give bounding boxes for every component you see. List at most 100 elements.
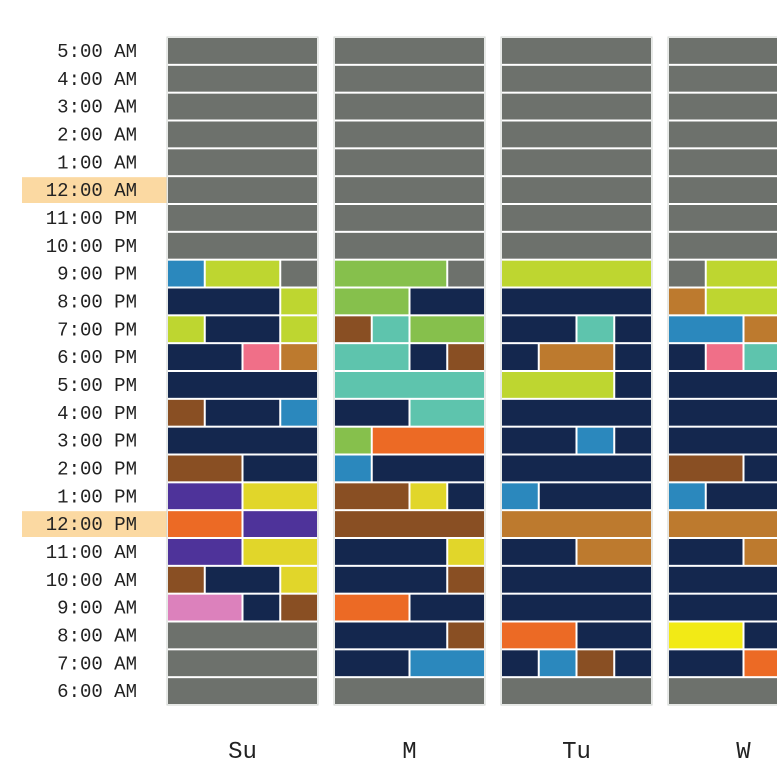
y-tick-label: 5:00 AM bbox=[57, 41, 137, 63]
schedule-cell-empty bbox=[335, 678, 484, 704]
schedule-cell-lime bbox=[502, 372, 614, 398]
y-tick-label: 10:00 AM bbox=[46, 570, 137, 592]
schedule-cell-brown bbox=[168, 566, 204, 593]
schedule-cell-brown bbox=[448, 344, 484, 370]
schedule-cell-empty bbox=[502, 205, 651, 231]
schedule-cell-lime bbox=[168, 316, 204, 343]
schedule-cell-blue bbox=[335, 455, 371, 482]
schedule-cell-yellow bbox=[243, 483, 317, 510]
schedule-cell-empty bbox=[502, 177, 651, 203]
schedule-cell-navy bbox=[205, 566, 280, 593]
schedule-cell-orange bbox=[168, 511, 242, 537]
y-tick-label: 5:00 PM bbox=[57, 375, 137, 397]
schedule-cell-empty bbox=[168, 232, 317, 259]
schedule-cell-navy bbox=[335, 622, 447, 649]
schedule-cell-bright_yellow bbox=[669, 622, 743, 649]
schedule-cell-navy bbox=[539, 483, 651, 510]
schedule-cell-empty bbox=[335, 205, 484, 231]
y-tick-label: 2:00 AM bbox=[57, 124, 137, 146]
y-tick-label: 3:00 AM bbox=[57, 97, 137, 119]
schedule-cell-brown bbox=[335, 483, 409, 510]
schedule-cell-empty bbox=[669, 177, 777, 203]
schedule-cell-empty bbox=[168, 93, 317, 120]
schedule-cell-navy bbox=[335, 539, 447, 565]
highlight-layer bbox=[22, 177, 168, 537]
schedule-cell-pink bbox=[706, 344, 743, 370]
schedule-cell-brown bbox=[335, 316, 371, 343]
schedule-cell-yellow bbox=[243, 539, 317, 565]
schedule-cell-empty bbox=[669, 232, 777, 259]
schedule-cell-navy bbox=[502, 566, 651, 593]
y-tick-label: 12:00 PM bbox=[46, 514, 137, 536]
day-label: Su bbox=[228, 739, 257, 766]
schedule-cell-navy bbox=[615, 344, 651, 370]
schedule-cell-orange bbox=[372, 427, 484, 454]
y-tick-label: 9:00 PM bbox=[57, 264, 137, 286]
schedule-cell-ochre bbox=[669, 288, 705, 315]
schedule-cell-blue bbox=[281, 399, 317, 426]
schedule-cell-empty bbox=[669, 149, 777, 176]
schedule-cell-navy bbox=[744, 455, 777, 482]
schedule-cell-empty bbox=[669, 38, 777, 64]
schedule-cell-empty bbox=[502, 149, 651, 176]
schedule-cell-purple bbox=[168, 539, 242, 565]
y-tick-label: 4:00 AM bbox=[57, 69, 137, 91]
schedule-cell-navy bbox=[243, 594, 280, 621]
schedule-cell-empty bbox=[669, 65, 777, 92]
schedule-cell-blue bbox=[410, 650, 484, 677]
schedule-cell-brown bbox=[577, 650, 614, 677]
schedule-cell-empty bbox=[168, 65, 317, 92]
schedule-cell-navy bbox=[502, 650, 538, 677]
y-tick-label: 11:00 AM bbox=[46, 542, 137, 564]
schedule-cell-navy bbox=[243, 455, 317, 482]
schedule-cell-navy bbox=[335, 566, 447, 593]
schedule-cell-lime bbox=[706, 288, 777, 315]
day-label: Tu bbox=[562, 739, 591, 766]
schedule-cell-teal bbox=[577, 316, 614, 343]
schedule-cell-ochre bbox=[539, 344, 614, 370]
schedule-cell-ochre bbox=[744, 539, 777, 565]
schedule-cell-empty bbox=[168, 177, 317, 203]
schedule-cell-magenta bbox=[168, 594, 242, 621]
schedule-cell-empty bbox=[168, 121, 317, 148]
schedule-cell-empty bbox=[168, 622, 317, 649]
schedule-cell-yellow bbox=[281, 566, 317, 593]
schedule-cell-navy bbox=[372, 455, 484, 482]
schedule-cell-empty bbox=[335, 149, 484, 176]
y-tick-label: 6:00 AM bbox=[57, 681, 137, 703]
schedule-cell-empty bbox=[669, 121, 777, 148]
schedule-cell-teal bbox=[335, 372, 484, 398]
schedule-cell-navy bbox=[669, 344, 705, 370]
schedule-cell-green bbox=[410, 316, 484, 343]
schedule-cell-purple bbox=[168, 483, 242, 510]
schedule-cell-empty bbox=[669, 93, 777, 120]
schedule-cell-pink bbox=[243, 344, 280, 370]
schedule-cell-brown bbox=[168, 455, 242, 482]
schedule-cell-empty bbox=[669, 678, 777, 704]
schedule-cell-lime bbox=[281, 288, 317, 315]
schedule-cell-empty bbox=[335, 65, 484, 92]
schedule-cell-orange bbox=[335, 594, 409, 621]
schedule-cell-teal bbox=[744, 344, 777, 370]
schedule-cell-empty bbox=[335, 93, 484, 120]
y-tick-label: 3:00 PM bbox=[57, 431, 137, 453]
schedule-cell-empty bbox=[502, 678, 651, 704]
schedule-cell-teal bbox=[335, 344, 409, 370]
schedule-cell-navy bbox=[502, 288, 651, 315]
schedule-cell-navy bbox=[168, 427, 317, 454]
schedule-cell-empty bbox=[335, 177, 484, 203]
schedule-cell-orange bbox=[502, 622, 576, 649]
schedule-cell-empty bbox=[502, 232, 651, 259]
day-column-frame bbox=[667, 36, 777, 706]
y-tick-label: 7:00 AM bbox=[57, 653, 137, 675]
schedule-cell-navy bbox=[706, 483, 777, 510]
schedule-cell-navy bbox=[502, 344, 538, 370]
y-tick-label: 1:00 AM bbox=[57, 152, 137, 174]
y-tick-label: 1:00 PM bbox=[57, 486, 137, 508]
y-tick-label: 4:00 PM bbox=[57, 403, 137, 425]
day-label: W bbox=[736, 739, 751, 766]
schedule-cell-navy bbox=[502, 399, 651, 426]
schedule-cell-purple bbox=[243, 511, 317, 537]
highlight-band-1 bbox=[22, 511, 168, 537]
